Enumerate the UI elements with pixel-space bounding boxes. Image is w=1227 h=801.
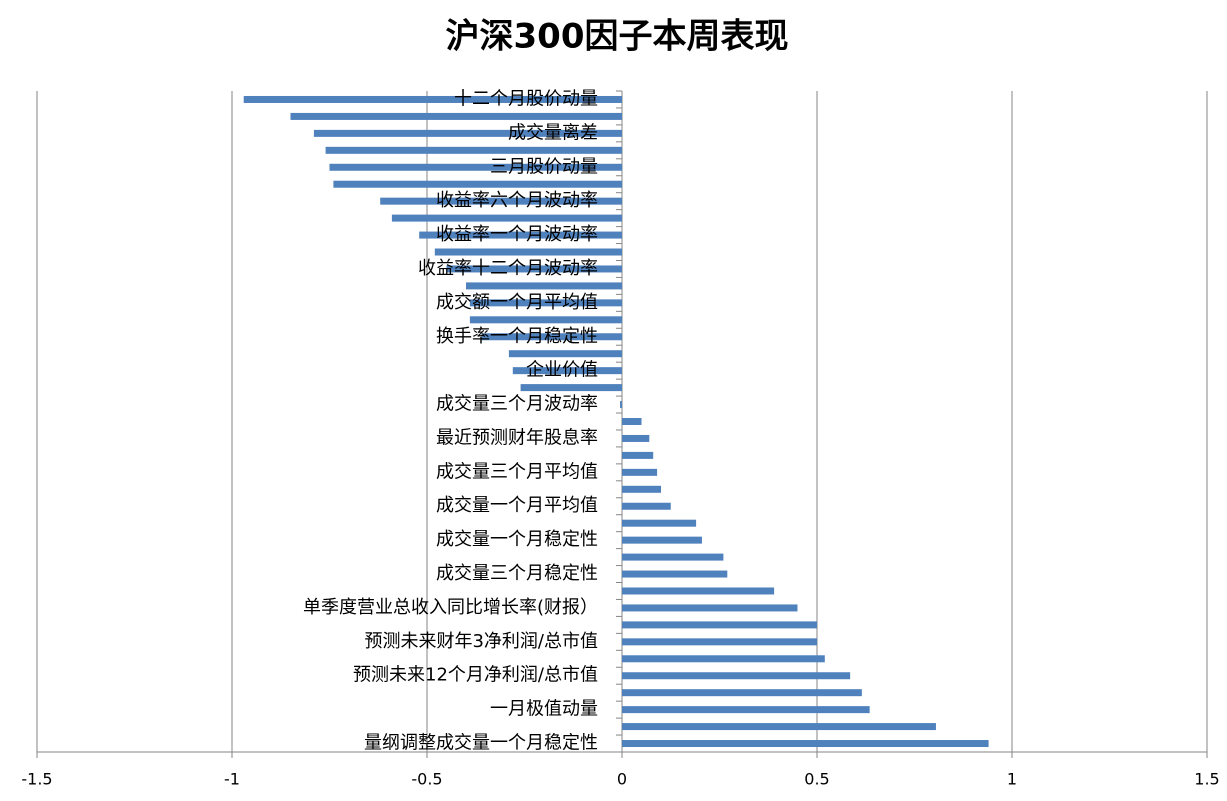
y-tick-label: 单季度营业总收入同比增长率(财报） (303, 597, 598, 618)
y-tick-label: 量纲调整成交量一个月稳定性 (364, 733, 598, 754)
bar (419, 231, 622, 239)
bar (333, 180, 622, 188)
bar (290, 112, 622, 120)
y-tick-label: 预测未来12个月净利润/总市值 (353, 665, 598, 686)
y-tick-label: 三月股价动量 (490, 156, 598, 177)
bar (469, 299, 622, 307)
bar (512, 367, 622, 375)
bar (622, 502, 671, 510)
bar (446, 265, 622, 273)
bar (622, 434, 650, 442)
bar (313, 129, 622, 137)
bar (329, 163, 622, 171)
bar (508, 350, 622, 358)
y-tick-label: 成交量三个月平均值 (436, 461, 598, 482)
bar (622, 536, 702, 544)
bar (380, 197, 622, 205)
y-tick-label: 收益率十二个月波动率 (418, 258, 598, 279)
y-tick-label: 成交额一个月平均值 (436, 292, 598, 313)
bar (622, 638, 817, 646)
bar (622, 740, 989, 748)
x-tick-label: -1 (224, 770, 240, 789)
bar (622, 723, 936, 731)
bar (622, 604, 798, 612)
x-tick-label: 1.5 (1194, 770, 1219, 789)
bar (622, 706, 870, 714)
bar (622, 418, 642, 425)
y-tick-label: 换手率一个月稳定性 (436, 326, 598, 347)
x-tick-label: 1 (1007, 770, 1017, 789)
bar (622, 672, 851, 680)
bar (622, 485, 661, 493)
x-tick-label: -1.5 (21, 770, 52, 789)
y-tick-label: 收益率一个月波动率 (436, 224, 598, 245)
y-tick-label: 成交量三个月稳定性 (436, 563, 598, 584)
y-tick-label: 最近预测财年股息率 (436, 427, 598, 448)
x-tick-label: 0 (617, 770, 627, 789)
bar (466, 282, 622, 290)
x-tick-label: -0.5 (411, 770, 442, 789)
y-tick-label: 成交量一个月稳定性 (436, 529, 598, 550)
bar (469, 316, 622, 324)
bar (622, 570, 728, 578)
bar (622, 655, 825, 663)
bar (243, 95, 622, 103)
bar (622, 689, 862, 697)
bar (481, 333, 622, 341)
x-tick-label: 0.5 (804, 770, 829, 789)
chart-title: 沪深300因子本周表现 (446, 17, 789, 57)
y-tick-label: 一月极值动量 (490, 699, 598, 720)
bar (434, 248, 622, 256)
bar (622, 621, 817, 629)
bar (391, 214, 622, 222)
bar (622, 468, 658, 476)
bar (622, 451, 654, 459)
y-tick-label: 企业价值 (526, 360, 598, 381)
y-tick-label: 成交量一个月平均值 (436, 495, 598, 516)
bar (620, 401, 622, 409)
bar (622, 519, 697, 527)
bar (622, 587, 775, 595)
y-tick-label: 十二个月股价动量 (454, 88, 598, 109)
bar (325, 146, 622, 154)
y-tick-label: 成交量三个月波动率 (436, 394, 598, 415)
bar (520, 384, 622, 392)
y-tick-label: 预测未来财年3净利润/总市值 (364, 631, 598, 652)
y-tick-label: 收益率六个月波动率 (436, 190, 598, 211)
y-tick-label: 成交量离差 (508, 122, 598, 143)
bar (622, 553, 724, 561)
